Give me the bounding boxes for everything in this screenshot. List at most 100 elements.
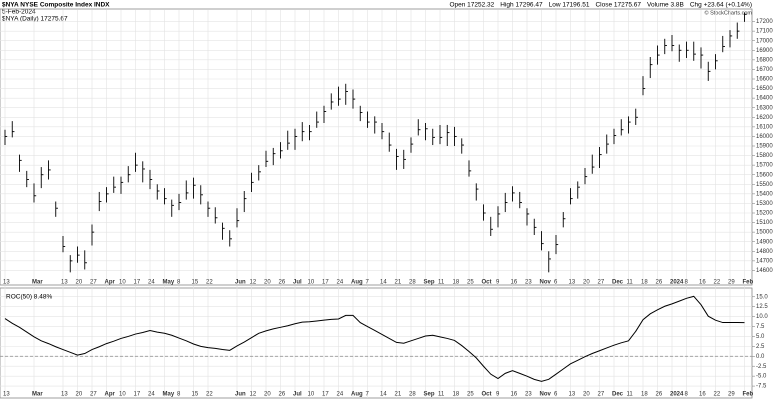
x-tick-label: Nov — [540, 392, 552, 398]
y-tick-label: 15.0 — [756, 294, 768, 300]
x-tick-label: 13 — [61, 280, 68, 286]
x-tick-label: Aug — [351, 280, 363, 286]
y-tick-label: 5.0 — [756, 334, 765, 340]
x-tick-label: 18 — [641, 392, 648, 398]
y-tick-label: 0.0 — [756, 354, 765, 360]
x-tick-label: 6 — [554, 392, 558, 398]
x-tick-label: 20 — [583, 392, 590, 398]
x-tick-label: 27 — [90, 280, 97, 286]
y-tick-label: -5.0 — [756, 374, 767, 380]
x-tick-label: Oct — [482, 280, 492, 286]
y-tick-label: 16900 — [756, 48, 773, 54]
x-tick-label: 26 — [279, 392, 286, 398]
x-tick-label: 17 — [134, 280, 141, 286]
x-tick-label: 20 — [264, 280, 271, 286]
x-tick-label: 26 — [279, 280, 286, 286]
x-tick-label: 17 — [322, 392, 329, 398]
quote-item: Open 17252.32 — [449, 2, 494, 9]
y-tick-label: 16300 — [756, 105, 773, 111]
quote-item: Chg +23.64 (+0.14%) — [690, 2, 752, 9]
x-tick-label: 10 — [308, 392, 315, 398]
x-tick-label: Jun — [235, 280, 246, 286]
x-tick-label: 26 — [656, 280, 663, 286]
x-tick-label: 11 — [438, 280, 445, 286]
y-tick-label: 15400 — [756, 191, 773, 197]
x-tick-label: 13 — [61, 392, 68, 398]
y-tick-label: 15600 — [756, 172, 773, 178]
x-tick-label: 8 — [177, 280, 181, 286]
y-tick-label: 15700 — [756, 163, 773, 169]
y-tick-label: 15800 — [756, 153, 773, 159]
x-tick-label: 18 — [641, 280, 648, 286]
x-tick-label: Dec — [612, 280, 624, 286]
legend-entry: ROC(50) 8.48% — [6, 294, 52, 301]
x-tick-label: 24 — [337, 280, 344, 286]
x-tick-label: Jul — [293, 280, 302, 286]
x-tick-label: 8 — [685, 392, 689, 398]
x-tick-label: Mar — [32, 392, 43, 398]
y-tick-label: 16700 — [756, 67, 773, 73]
roc-panel — [0, 287, 753, 399]
y-tick-label: 16200 — [756, 115, 773, 121]
x-tick-label: 28 — [409, 280, 416, 286]
y-tick-label: 7.5 — [756, 324, 765, 330]
y-tick-label: 14600 — [756, 268, 773, 274]
x-tick-label: 21 — [395, 280, 402, 286]
x-tick-label: 20 — [264, 392, 271, 398]
y-tick-label: 17200 — [756, 19, 773, 25]
x-tick-label: May — [163, 392, 175, 398]
x-tick-label: 23 — [525, 280, 532, 286]
x-tick-label: 27 — [598, 280, 605, 286]
x-tick-label: 16 — [511, 392, 518, 398]
x-tick-label: 13 — [3, 392, 10, 398]
x-tick-label: 9 — [496, 392, 500, 398]
quote-item: Volume 3.8B — [647, 2, 684, 9]
x-tick-label: 27 — [598, 392, 605, 398]
x-tick-label: 16 — [699, 392, 706, 398]
x-tick-label: 26 — [656, 392, 663, 398]
y-tick-label: 16500 — [756, 86, 773, 92]
x-tick-label: 20 — [76, 280, 83, 286]
x-tick-label: 10 — [119, 392, 126, 398]
x-tick-label: 22 — [714, 392, 721, 398]
x-tick-label: 13 — [569, 280, 576, 286]
y-tick-label: 15300 — [756, 201, 773, 207]
x-tick-label: 23 — [525, 392, 532, 398]
x-tick-label: 25 — [467, 280, 474, 286]
x-tick-label: 14 — [380, 392, 387, 398]
y-tick-label: -2.5 — [756, 364, 767, 370]
x-tick-label: 22 — [714, 280, 721, 286]
x-tick-label: Mar — [32, 280, 43, 286]
x-tick-label: 2024 — [670, 392, 684, 398]
x-tick-label: 8 — [177, 392, 181, 398]
quote-item: High 17296.47 — [500, 2, 543, 9]
x-tick-label: 10 — [119, 280, 126, 286]
x-tick-label: Jul — [293, 392, 302, 398]
chart-title: $NYA NYSE Composite Index INDX — [2, 2, 110, 9]
x-tick-label: Aug — [351, 392, 363, 398]
x-tick-label: 15 — [192, 392, 199, 398]
x-tick-label: 20 — [76, 392, 83, 398]
x-tick-label: 18 — [453, 280, 460, 286]
y-tick-label: 17100 — [756, 29, 773, 35]
quote-item: Close 17275.67 — [595, 2, 641, 9]
x-tick-label: 24 — [148, 392, 155, 398]
x-tick-label: May — [163, 280, 175, 286]
y-tick-label: 12.5 — [756, 304, 768, 310]
x-tick-label: 12 — [250, 280, 257, 286]
x-tick-label: 13 — [3, 280, 10, 286]
y-tick-label: 15900 — [756, 144, 773, 150]
x-tick-label: Jun — [235, 392, 246, 398]
x-tick-label: Dec — [612, 392, 624, 398]
x-tick-label: 24 — [337, 392, 344, 398]
x-tick-label: 11 — [438, 392, 445, 398]
x-tick-label: 27 — [90, 392, 97, 398]
roc-line — [4, 295, 745, 382]
x-tick-label: 17 — [322, 280, 329, 286]
x-tick-label: 11 — [627, 392, 634, 398]
credit: © StockCharts.com — [705, 9, 753, 16]
x-tick-label: Oct — [482, 392, 492, 398]
y-tick-label: 17000 — [756, 38, 773, 44]
x-tick-label: 29 — [728, 392, 735, 398]
y-tick-label: 16800 — [756, 57, 773, 63]
